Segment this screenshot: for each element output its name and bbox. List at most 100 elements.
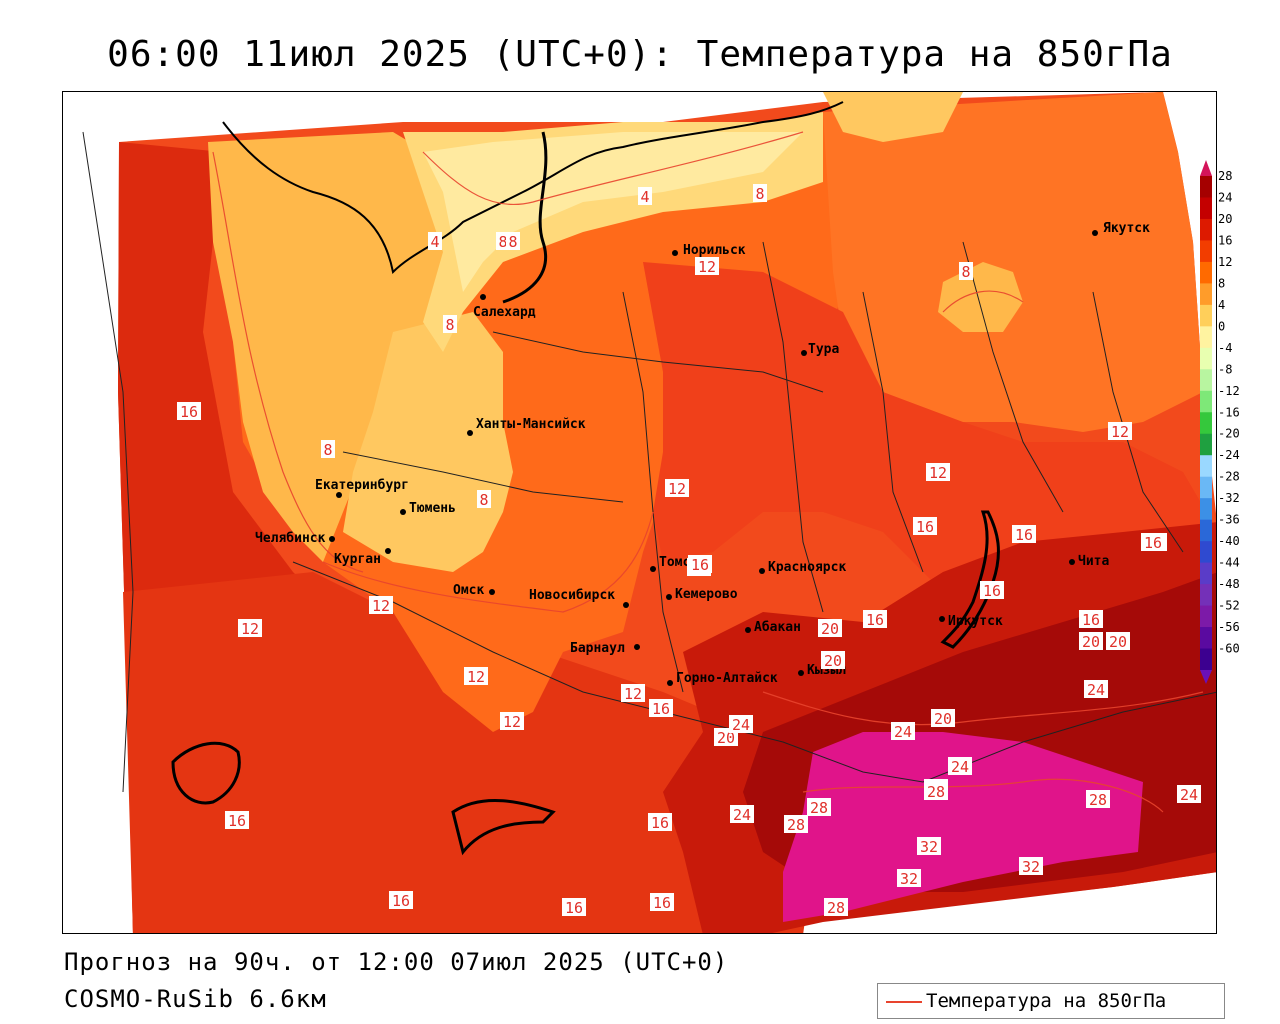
city-marker-barnaul[interactable]: Барнаул: [570, 641, 640, 656]
colorbar-tick-label: -8: [1218, 362, 1232, 376]
contour-label-layer: 4488888881212121212121212121216161616161…: [177, 184, 1201, 917]
contour-label: 16: [225, 811, 249, 830]
svg-text:12: 12: [372, 597, 390, 615]
contour-label: 8: [443, 315, 457, 334]
city-marker-salekhard[interactable]: Салехард: [473, 294, 536, 320]
svg-text:12: 12: [624, 685, 642, 703]
city-marker-yekaterinburg[interactable]: Екатеринбург: [315, 478, 409, 498]
colorbar-swatch: [1200, 498, 1212, 521]
city-marker-norilsk[interactable]: Норильск: [672, 243, 746, 258]
orange-zone-east: [823, 92, 1203, 432]
svg-text:8: 8: [755, 185, 764, 203]
colorbar-swatch: [1200, 627, 1212, 650]
svg-text:16: 16: [866, 611, 884, 629]
contour-label: 8: [477, 490, 491, 509]
svg-text:Иркутск: Иркутск: [948, 614, 1003, 629]
svg-text:16: 16: [651, 814, 669, 832]
contour-label: 16: [1012, 525, 1036, 544]
svg-text:20: 20: [1082, 633, 1100, 651]
colorbar-swatch: [1200, 304, 1212, 327]
svg-text:20: 20: [821, 620, 839, 638]
map-legend: Температура на 850гПа: [877, 983, 1225, 1019]
colorbar-swatch: [1200, 390, 1212, 413]
cool-zone-west-siberia: [343, 312, 513, 572]
contour-label: 4: [638, 187, 652, 206]
svg-text:32: 32: [1022, 858, 1040, 876]
contour-label: 16: [562, 898, 586, 917]
contour-label: 20: [821, 651, 845, 670]
coastline: [222, 101, 844, 275]
aral-sea: [171, 741, 241, 805]
yenisei-gulf: [502, 131, 548, 304]
colorbar-tick-label: -56: [1218, 620, 1240, 634]
svg-text:24: 24: [732, 716, 750, 734]
city-marker-krasnoyarsk[interactable]: Красноярск: [759, 560, 846, 575]
contour-label: 20: [931, 709, 955, 728]
colorbar-swatch: [1200, 433, 1212, 456]
city-marker-omsk[interactable]: Омск: [453, 583, 495, 598]
city-marker-chelyabinsk[interactable]: Челябинск: [255, 531, 335, 546]
colorbar-swatch: [1200, 347, 1212, 370]
city-marker-novosibirsk[interactable]: Новосибирск: [529, 588, 629, 608]
svg-text:28: 28: [927, 783, 945, 801]
svg-text:12: 12: [698, 258, 716, 276]
contour-label: 20: [1079, 632, 1103, 651]
colorbar-swatch: [1200, 476, 1212, 499]
city-marker-abakan[interactable]: Абакан: [745, 620, 801, 635]
warm-zone-south: [123, 572, 823, 933]
map-panel[interactable]: Якутск Норильск Салехард Тура Ханты-Манс…: [62, 91, 1217, 934]
svg-text:Салехард: Салехард: [473, 305, 536, 320]
svg-text:Ханты-Мансийск: Ханты-Мансийск: [476, 417, 586, 432]
contour-label: 16: [649, 699, 673, 718]
svg-text:12: 12: [467, 668, 485, 686]
svg-text:4: 4: [430, 233, 439, 251]
svg-text:12: 12: [929, 464, 947, 482]
colorbar: 28 24 20 16 12 8 4 0 -4 -8 -12 -16 -20 -24 -28 -32 -36 -4…: [1200, 160, 1240, 684]
svg-text:8: 8: [323, 441, 332, 459]
svg-text:Новосибирск: Новосибирск: [529, 588, 615, 603]
svg-text:32: 32: [920, 838, 938, 856]
city-marker-tyumen[interactable]: Тюмень: [400, 501, 456, 516]
city-marker-khanty-mansiysk[interactable]: Ханты-Мансийск: [467, 417, 586, 436]
svg-text:8: 8: [498, 233, 507, 251]
contour-label: 24: [891, 722, 915, 741]
colorbar-swatch: [1200, 519, 1212, 542]
colorbar-top-arrow: [1200, 160, 1212, 176]
colorbar-swatch: [1200, 240, 1212, 263]
colorbar-tick-label: -32: [1218, 491, 1240, 505]
svg-text:24: 24: [894, 723, 912, 741]
city-marker-gorno-altaysk[interactable]: Горно-Алтайск: [667, 671, 778, 686]
contour-label: 20: [818, 619, 842, 638]
svg-text:Омск: Омск: [453, 583, 484, 598]
colorbar-swatch: [1200, 455, 1212, 478]
colorbar-tick-label: -44: [1218, 556, 1240, 570]
colorbar-swatch: [1200, 283, 1212, 306]
colorbar-tick-label: 12: [1218, 255, 1232, 269]
city-marker-irkutsk[interactable]: Иркутск: [939, 614, 1003, 629]
contour-label: 8: [321, 440, 335, 459]
city-marker-chita[interactable]: Чита: [1069, 554, 1109, 569]
contour-label: 12: [464, 667, 488, 686]
colorbar-swatch: [1200, 197, 1212, 220]
isotherm-lines: [212, 131, 1204, 813]
colorbar-tick-label: 0: [1218, 319, 1225, 333]
contour-label: 24: [729, 715, 753, 734]
city-marker-yakutsk[interactable]: Якутск: [1092, 221, 1150, 236]
colorbar-tick-label: -16: [1218, 405, 1240, 419]
colorbar-tick-label: -4: [1218, 341, 1232, 355]
svg-text:12: 12: [1111, 423, 1129, 441]
colorbar-tick-label: -12: [1218, 384, 1240, 398]
svg-text:Кемерово: Кемерово: [675, 587, 738, 602]
contour-label: 28: [924, 782, 948, 801]
svg-text:28: 28: [810, 799, 828, 817]
city-marker-kurgan[interactable]: Курган: [334, 548, 391, 567]
svg-text:20: 20: [934, 710, 952, 728]
city-marker-kemerovo[interactable]: Кемерово: [666, 587, 738, 602]
contour-label: 16: [648, 813, 672, 832]
colorbar-swatch: [1200, 648, 1212, 671]
contour-label: 8: [959, 262, 973, 281]
contour-label: 12: [238, 619, 262, 638]
city-marker-tura[interactable]: Тура: [801, 342, 839, 357]
svg-text:16: 16: [228, 812, 246, 830]
contour-label: 16: [1079, 610, 1103, 629]
